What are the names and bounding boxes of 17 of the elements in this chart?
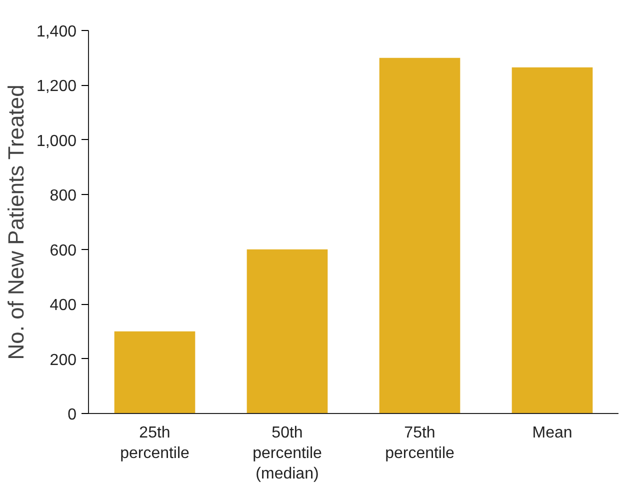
x-tick-label: 25th percentile bbox=[120, 424, 190, 462]
bar bbox=[512, 67, 593, 414]
x-tick-label: 75th percentile bbox=[385, 424, 455, 462]
y-tick-label: 200 bbox=[50, 352, 77, 369]
x-tick-label: 50th percentile (median) bbox=[252, 424, 322, 482]
x-tick-label: Mean bbox=[532, 424, 572, 442]
y-tick-label: 0 bbox=[68, 406, 77, 424]
bar bbox=[114, 331, 196, 414]
y-tick-label: 1,000 bbox=[36, 132, 77, 150]
bar bbox=[246, 249, 328, 414]
y-tick-label: 400 bbox=[50, 297, 77, 314]
y-tick-label: 1,200 bbox=[36, 78, 77, 96]
y-tick-label: 800 bbox=[50, 188, 77, 205]
y-axis-title: No. of New Patients Treated bbox=[3, 84, 28, 360]
bar bbox=[379, 58, 460, 414]
y-tick-label: 1,400 bbox=[36, 24, 77, 40]
y-tick-label: 600 bbox=[50, 242, 77, 260]
